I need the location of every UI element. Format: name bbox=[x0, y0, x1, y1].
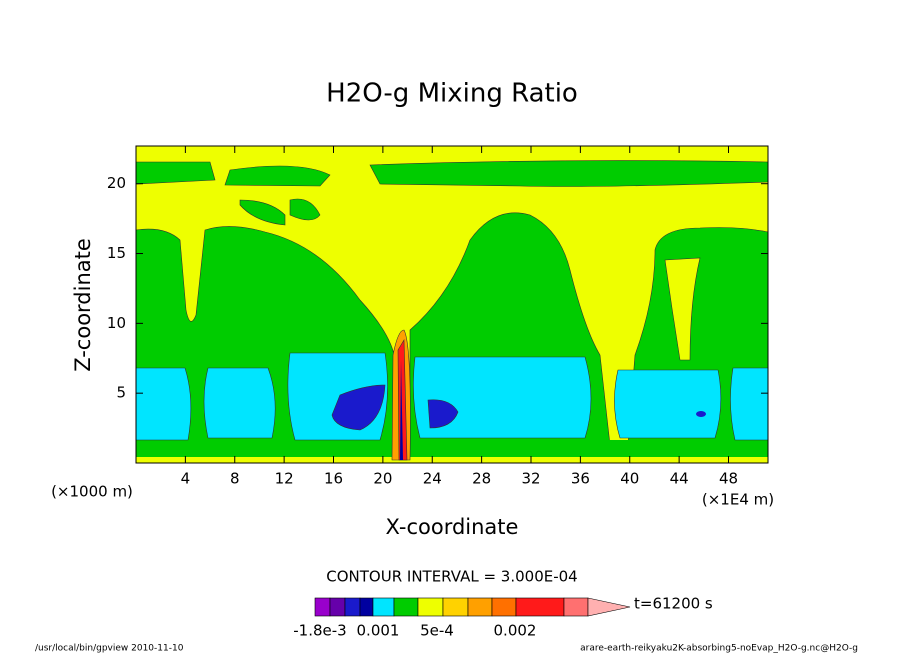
colorbar-swatch bbox=[442, 597, 469, 617]
x-axis-label: X-coordinate bbox=[386, 515, 519, 539]
colorbar-swatch bbox=[359, 597, 374, 617]
contour-group bbox=[135, 352, 769, 441]
x-tick-label: 20 bbox=[373, 470, 392, 488]
colorbar-swatch bbox=[467, 597, 493, 617]
contour-region bbox=[427, 399, 459, 429]
colorbar-label: 5e-4 bbox=[420, 622, 454, 640]
x-tick-label: 32 bbox=[521, 470, 540, 488]
y-axis-label: Z-coordinate bbox=[71, 238, 95, 372]
x-tick-label: 40 bbox=[620, 470, 639, 488]
x-tick-label: 44 bbox=[670, 470, 689, 488]
contour-region bbox=[135, 367, 192, 441]
footer-left: /usr/local/bin/gpview 2010-11-10 bbox=[35, 644, 184, 654]
colorbar-swatch bbox=[372, 597, 395, 617]
plot-frame bbox=[135, 145, 769, 464]
y-tick-label: 20 bbox=[107, 174, 126, 192]
x-tick-label: 8 bbox=[230, 470, 240, 488]
y-tick-label: 5 bbox=[116, 384, 126, 402]
contour-region bbox=[331, 384, 386, 431]
colorbar-swatch bbox=[417, 597, 444, 617]
colorbar-label: 0.002 bbox=[494, 622, 537, 640]
x-tick-label: 24 bbox=[423, 470, 442, 488]
colorbar-label: -1.8e-3 bbox=[293, 622, 346, 640]
x-tick-label: 16 bbox=[324, 470, 343, 488]
colorbar-arrow bbox=[587, 597, 631, 617]
x-tick-label: 4 bbox=[181, 470, 191, 488]
contour-region bbox=[696, 411, 706, 417]
x-unit-label: (×1E4 m) bbox=[702, 491, 774, 509]
x-tick-label: 12 bbox=[275, 470, 294, 488]
colorbar-swatch bbox=[329, 597, 346, 617]
contour-region bbox=[413, 356, 592, 439]
x-tick-label: 28 bbox=[472, 470, 491, 488]
contour-region bbox=[730, 367, 769, 441]
y-tick-label: 15 bbox=[107, 244, 126, 262]
chart-title: H2O-g Mixing Ratio bbox=[326, 79, 578, 109]
y-tick-label: 10 bbox=[107, 314, 126, 332]
x-tick-label: 48 bbox=[719, 470, 738, 488]
colorbar-label: 0.001 bbox=[357, 622, 400, 640]
contour-field bbox=[135, 146, 769, 463]
time-label: t=61200 s bbox=[634, 595, 713, 613]
footer-right: arare-earth-reikyaku2K-absorbing5-noEvap… bbox=[580, 644, 858, 654]
colorbar-swatch bbox=[491, 597, 517, 617]
updraft-column bbox=[391, 329, 411, 461]
colorbar-swatch bbox=[393, 597, 419, 617]
contour-region bbox=[136, 440, 768, 457]
contour-region bbox=[614, 369, 722, 439]
contour-region bbox=[664, 257, 701, 361]
contour-region bbox=[400, 360, 403, 460]
x-unit-label: (×1000 m) bbox=[51, 483, 133, 501]
contour-region bbox=[397, 338, 408, 461]
contour-region bbox=[203, 367, 276, 439]
colorbar-swatch bbox=[563, 597, 589, 617]
contour-interval: CONTOUR INTERVAL = 3.000E-04 bbox=[326, 568, 577, 586]
x-tick-label: 36 bbox=[571, 470, 590, 488]
colorbar-swatch bbox=[344, 597, 361, 617]
colorbar-swatch bbox=[314, 597, 331, 617]
colorbar-swatch bbox=[515, 597, 565, 617]
contour-region bbox=[239, 198, 321, 226]
